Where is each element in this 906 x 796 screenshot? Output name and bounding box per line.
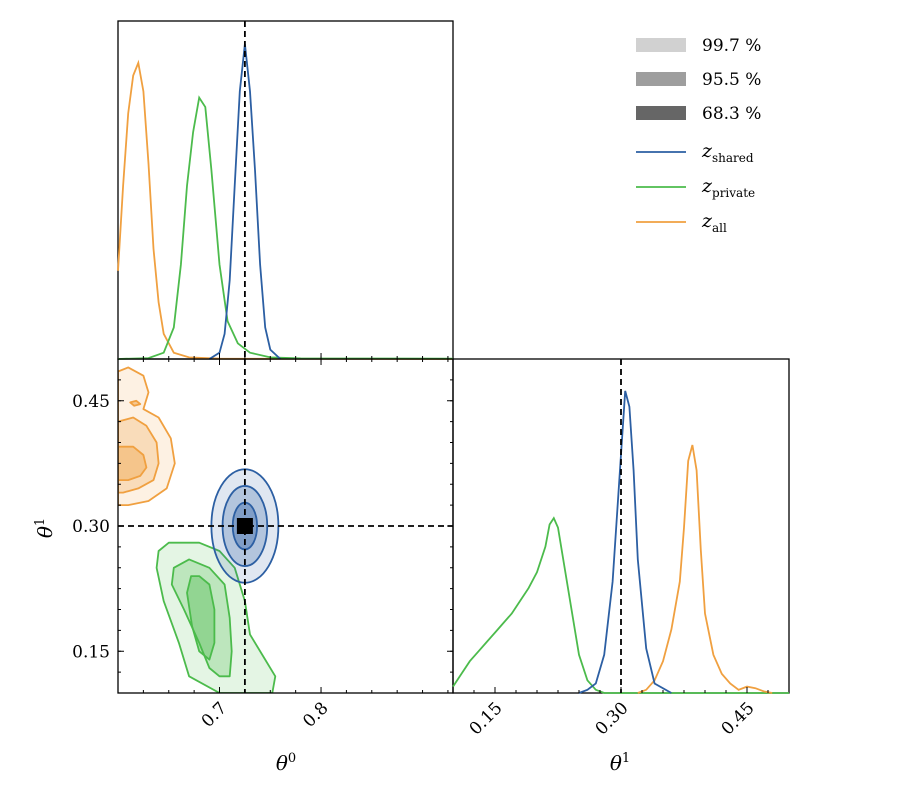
tick-label-theta1-y-0: 0.15	[72, 642, 110, 662]
tick-label-theta1-y-2: 0.45	[72, 392, 110, 412]
marginal-theta0-panel	[117, 20, 454, 360]
legend-label-shared: zshared	[701, 140, 754, 165]
contour-all-3	[129, 399, 142, 407]
legend-label-private: zprivate	[701, 175, 755, 200]
x-axis-label-theta0: θ0	[276, 751, 296, 775]
marginal-theta0-curve-all	[117, 59, 454, 360]
joint-theta0-theta1-panel: 0.7 0.8 0.15 0.30 0.45	[72, 358, 454, 732]
legend-swatch-0	[636, 38, 686, 52]
tick-label-theta1-0: 0.15	[466, 698, 507, 739]
marginal-theta1-panel: 0.15 0.30 0.45	[452, 358, 790, 739]
legend-label-1: 95.5 %	[702, 70, 761, 90]
truth-marker	[236, 518, 253, 534]
legend-label-2: 68.3 %	[702, 104, 761, 124]
tick-label-theta1-1: 0.30	[592, 698, 633, 739]
tick-label-theta0-1: 0.8	[299, 698, 332, 731]
tick-label-theta0-0: 0.7	[198, 698, 231, 731]
legend-swatch-1	[636, 72, 686, 86]
contour-private-1	[170, 558, 233, 678]
contour-all-2	[118, 366, 176, 506]
marginal-theta0-frame	[117, 20, 454, 360]
marginal-theta1-curve-all	[637, 444, 773, 694]
legend-swatch-2	[636, 106, 686, 120]
contour-private-2	[155, 541, 277, 693]
legend: 99.7 % 95.5 % 68.3 % zshared zprivate zall	[636, 36, 761, 235]
y-axis-label-theta1: θ1	[33, 518, 57, 538]
contour-all-1	[118, 416, 160, 494]
marginal-theta1-curve-private	[452, 516, 789, 694]
x-axis-label-theta1: θ1	[610, 751, 630, 775]
tick-label-theta1-y-1: 0.30	[72, 517, 110, 537]
contour-all-0	[118, 445, 148, 481]
marginal-theta0-curve-private	[117, 95, 454, 360]
tick-label-theta1-2: 0.45	[718, 698, 759, 739]
marginal-theta1-curve-shared	[578, 390, 672, 694]
legend-label-all: zall	[701, 210, 727, 235]
legend-label-0: 99.7 %	[702, 36, 761, 56]
